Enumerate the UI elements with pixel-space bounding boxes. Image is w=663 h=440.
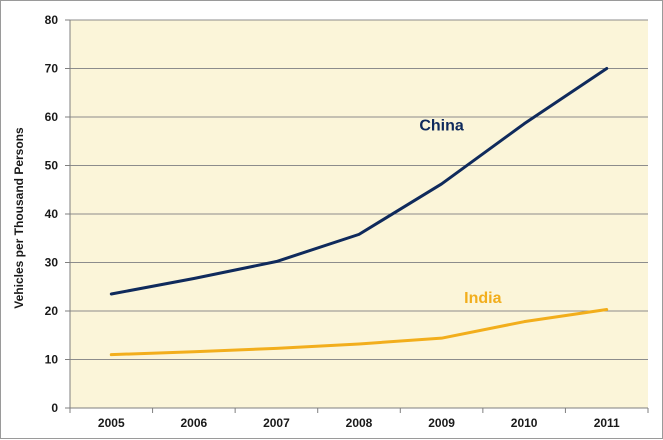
y-tick-label: 60 (45, 110, 59, 124)
y-tick-label: 0 (51, 401, 58, 415)
series-label-india: India (464, 290, 501, 307)
x-tick-label: 2005 (98, 416, 125, 430)
y-tick-labels: 0 10 20 30 40 50 60 70 80 (45, 13, 59, 415)
x-tick-label: 2008 (346, 416, 373, 430)
series-lines (109, 67, 609, 357)
series-line-india (109, 308, 609, 357)
x-tick-label: 2007 (263, 416, 290, 430)
y-tick-label: 30 (45, 256, 59, 270)
x-tick-label: 2006 (181, 416, 208, 430)
x-tick-labels: 2005 2006 2007 2008 2009 2010 2011 (98, 416, 620, 430)
y-tick-label: 80 (45, 13, 59, 27)
y-axis-label: Vehicles per Thousand Persons (12, 127, 26, 309)
y-tick-label: 40 (45, 207, 59, 221)
x-tick-label: 2009 (428, 416, 455, 430)
series-line-china (109, 67, 609, 296)
x-tick-label: 2011 (594, 416, 620, 430)
x-tick-label: 2010 (511, 416, 538, 430)
gridlines (70, 19, 648, 360)
series-label-china: China (419, 118, 464, 135)
y-tick-label: 20 (45, 304, 59, 318)
series-labels: China India (419, 118, 501, 308)
y-tick-label: 70 (45, 62, 59, 76)
y-tick-label: 50 (45, 159, 59, 173)
axes (65, 19, 649, 413)
y-tick-label: 10 (45, 353, 59, 367)
